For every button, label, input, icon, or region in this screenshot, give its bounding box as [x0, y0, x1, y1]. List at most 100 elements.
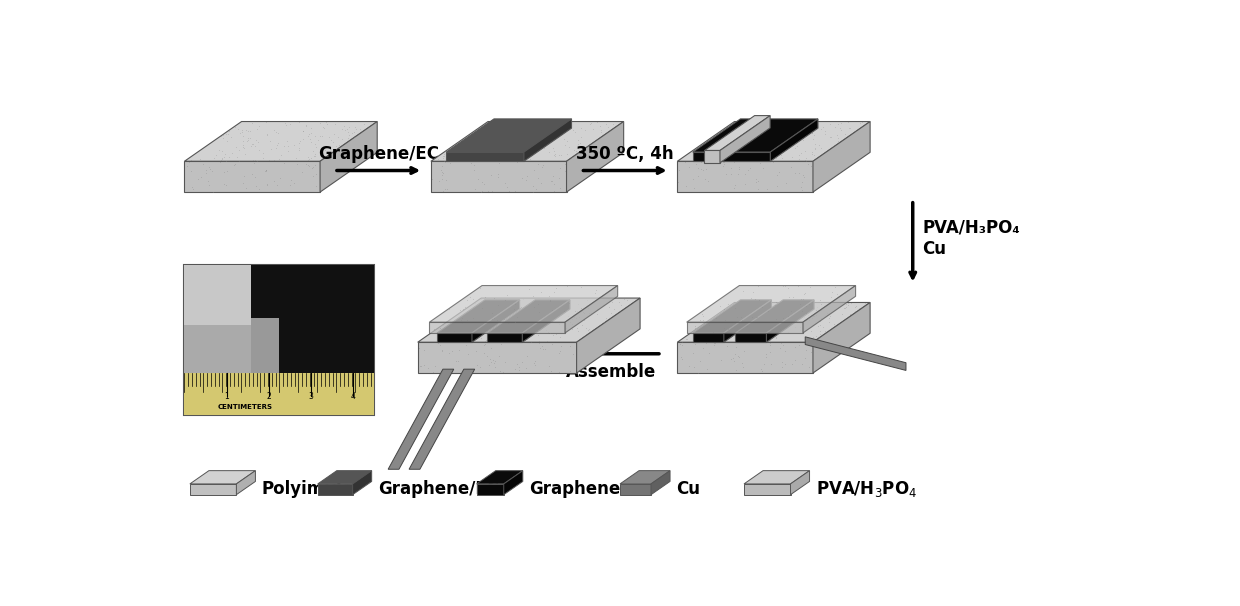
Text: 350 ºC, 4h: 350 ºC, 4h: [577, 145, 673, 163]
Point: [211, 155, 231, 165]
Point: [580, 118, 600, 128]
Point: [714, 127, 734, 136]
Point: [820, 132, 839, 142]
Point: [689, 356, 709, 365]
Point: [760, 134, 780, 144]
Point: [232, 127, 252, 137]
Point: [459, 368, 479, 378]
Point: [506, 299, 526, 309]
Point: [817, 310, 837, 320]
Point: [314, 123, 334, 133]
Point: [469, 146, 489, 156]
Point: [811, 299, 831, 308]
Point: [515, 133, 534, 142]
Polygon shape: [744, 484, 791, 494]
Point: [511, 142, 531, 152]
Point: [844, 127, 864, 136]
Point: [268, 180, 288, 190]
Polygon shape: [446, 119, 572, 152]
Point: [836, 299, 856, 309]
Point: [474, 298, 494, 308]
Point: [458, 144, 477, 153]
Point: [489, 173, 508, 182]
Point: [508, 362, 528, 372]
Point: [799, 313, 818, 322]
Point: [469, 175, 489, 184]
Point: [549, 126, 569, 136]
Point: [301, 153, 321, 162]
Point: [802, 149, 822, 159]
Point: [326, 142, 346, 152]
Point: [795, 288, 815, 298]
Point: [314, 122, 334, 132]
Point: [733, 362, 753, 371]
Point: [760, 321, 780, 330]
Point: [743, 125, 763, 135]
Point: [491, 120, 511, 130]
Point: [559, 142, 579, 152]
Point: [754, 147, 774, 157]
Point: [543, 171, 563, 181]
Point: [733, 286, 753, 296]
Point: [790, 150, 810, 159]
Point: [846, 305, 866, 315]
Point: [565, 313, 585, 323]
Point: [433, 153, 453, 163]
Point: [453, 313, 472, 322]
Point: [549, 348, 569, 358]
Point: [264, 176, 284, 185]
Point: [729, 164, 749, 173]
Point: [439, 348, 459, 358]
Point: [343, 127, 363, 137]
Point: [771, 150, 791, 160]
Point: [672, 337, 692, 347]
Point: [470, 135, 490, 145]
Point: [434, 149, 454, 159]
Point: [534, 135, 554, 144]
Point: [785, 355, 805, 365]
Point: [569, 313, 589, 322]
Point: [810, 295, 830, 304]
Point: [491, 339, 511, 349]
Point: [821, 292, 841, 302]
Point: [520, 154, 539, 164]
Point: [490, 351, 510, 361]
Point: [773, 362, 792, 371]
Point: [538, 327, 558, 336]
Point: [229, 128, 249, 138]
Point: [596, 313, 616, 323]
Point: [464, 165, 484, 175]
Point: [713, 161, 733, 171]
Polygon shape: [693, 152, 770, 161]
Point: [720, 145, 740, 155]
Point: [433, 152, 453, 161]
Point: [680, 162, 699, 171]
Polygon shape: [687, 322, 804, 333]
Point: [293, 134, 312, 144]
Point: [557, 136, 577, 146]
Point: [310, 118, 330, 128]
Point: [309, 135, 329, 145]
Point: [529, 343, 549, 353]
Point: [528, 145, 548, 155]
Point: [760, 339, 780, 348]
Point: [768, 312, 787, 322]
Point: [224, 122, 244, 132]
Text: Graphene/EC: Graphene/EC: [378, 481, 498, 498]
Point: [202, 167, 222, 176]
Point: [476, 130, 496, 139]
Point: [789, 340, 808, 350]
Point: [568, 323, 588, 333]
Point: [233, 178, 253, 188]
Point: [495, 119, 515, 129]
Point: [548, 367, 568, 376]
Point: [813, 322, 833, 332]
Point: [278, 142, 298, 152]
Point: [765, 301, 785, 310]
Point: [792, 294, 812, 304]
Point: [467, 328, 487, 338]
Point: [549, 332, 569, 342]
Point: [585, 288, 605, 298]
Point: [298, 160, 317, 170]
Point: [497, 182, 517, 191]
